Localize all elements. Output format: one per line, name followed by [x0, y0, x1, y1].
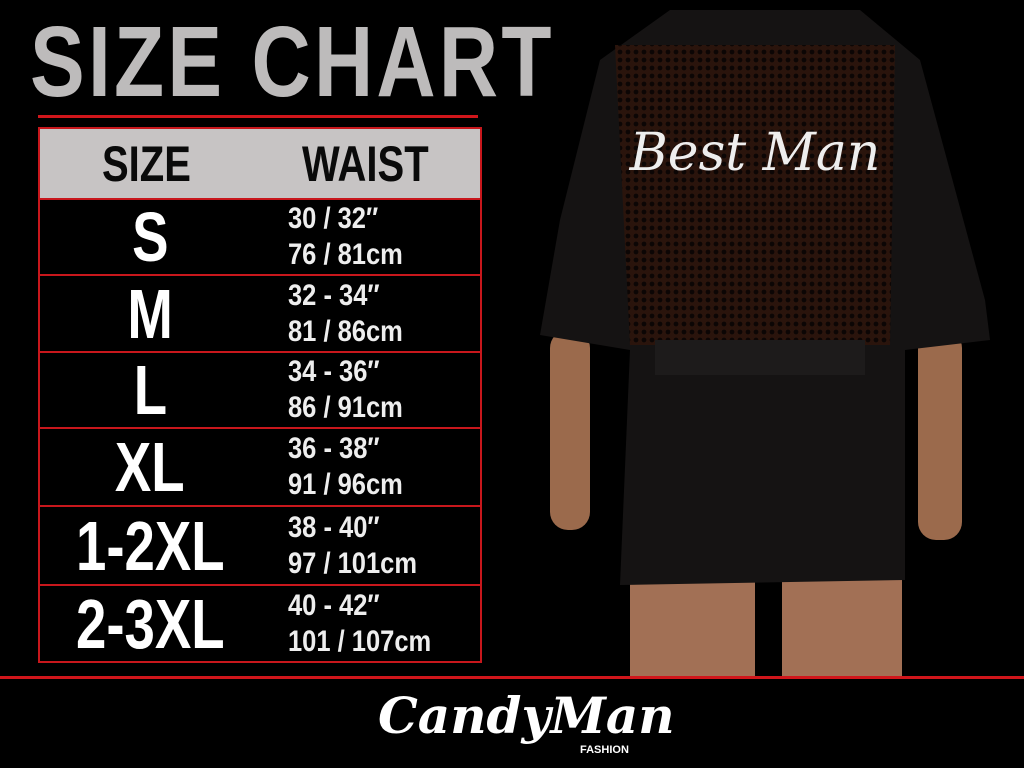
brand-logo: CandyMan	[378, 686, 675, 745]
waist-cm: 76 / 81cm	[288, 238, 403, 271]
size-label: XL	[115, 428, 185, 506]
size-label: 2-3XL	[75, 584, 225, 663]
best-man-print: Best Man	[629, 123, 881, 183]
size-label: L	[133, 351, 167, 429]
right-arm	[918, 330, 962, 540]
title-divider	[38, 115, 478, 118]
left-leg	[630, 570, 755, 676]
table-row: 1-2XL 38 - 40″ 97 / 101cm	[40, 507, 480, 586]
waist-cm: 97 / 101cm	[288, 546, 418, 580]
waist-inches: 40 - 42″	[288, 588, 380, 622]
size-table: SIZE WAIST S 30 / 32″ 76 / 81cm M 32 - 34…	[38, 127, 482, 663]
size-label: M	[127, 274, 173, 353]
table-row: S 30 / 32″ 76 / 81cm	[40, 198, 480, 276]
brand-logo-sub: FASHION	[580, 744, 629, 756]
header-size: SIZE	[102, 135, 191, 192]
waist-cm: 101 / 107cm	[288, 624, 432, 658]
table-row: 2-3XL 40 - 42″ 101 / 107cm	[40, 584, 480, 663]
footer-divider	[0, 676, 1024, 679]
table-header: SIZE WAIST	[40, 129, 480, 200]
waist-cm: 91 / 96cm	[288, 468, 403, 501]
header-waist: WAIST	[302, 135, 429, 192]
size-label: S	[131, 198, 169, 276]
waist-inches: 32 - 34″	[288, 278, 380, 312]
product-photo: Best Man	[540, 10, 990, 676]
waist-cm: 81 / 86cm	[288, 314, 403, 348]
mesh-back-panel	[615, 45, 895, 345]
waist-inches: 30 / 32″	[288, 202, 379, 235]
page-title: SIZE CHART	[30, 6, 555, 118]
waist-inches: 34 - 36″	[288, 355, 380, 388]
waist-cm: 86 / 91cm	[288, 391, 403, 424]
waist-inches: 38 - 40″	[288, 510, 380, 544]
table-row: L 34 - 36″ 86 / 91cm	[40, 351, 480, 429]
table-row: M 32 - 34″ 81 / 86cm	[40, 274, 480, 353]
waist-inches: 36 - 38″	[288, 432, 380, 465]
size-label: 1-2XL	[75, 506, 225, 585]
left-arm	[550, 330, 590, 530]
table-row: XL 36 - 38″ 91 / 96cm	[40, 428, 480, 507]
robe-belt	[655, 340, 865, 375]
right-leg	[782, 570, 902, 676]
